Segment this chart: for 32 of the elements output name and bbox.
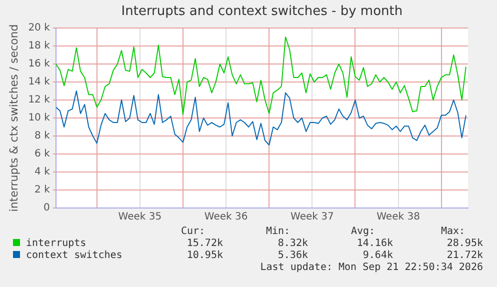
y-tick-label: 12 k xyxy=(28,94,50,106)
y-tick-label: 0 xyxy=(44,202,50,214)
text: 5.36k xyxy=(278,250,308,261)
text: Avg: xyxy=(351,226,376,237)
y-tick-label: 14 k xyxy=(28,76,50,88)
y-tick-label: 20 k xyxy=(28,22,50,34)
text: 15.72k xyxy=(186,238,223,249)
y-tick-label: 10 k xyxy=(28,112,50,124)
text: 21.72k xyxy=(446,250,483,261)
y-tick-label: 2 k xyxy=(34,184,50,196)
text: 14.16k xyxy=(356,238,393,249)
text: Last update: Mon Sep 21 22:50:34 2026 xyxy=(260,262,483,273)
x-tick-label: Week 38 xyxy=(376,212,420,223)
y-tick-label: 18 k xyxy=(28,40,50,52)
legend-label: interrupts xyxy=(25,238,86,249)
y-tick-label: 4 k xyxy=(34,166,50,178)
text: 28.95k xyxy=(446,238,483,249)
y-tick-label: 6 k xyxy=(34,148,50,160)
text: Cur: xyxy=(181,226,206,237)
x-tick-label: Week 37 xyxy=(290,212,334,223)
text: 9.64k xyxy=(362,250,393,261)
text: 8.32k xyxy=(278,238,308,249)
y-axis-title: interrupts & ctx switches / second xyxy=(7,24,20,212)
x-tick-label: Week 35 xyxy=(118,212,162,223)
text: Min: xyxy=(266,226,290,237)
text: 10.95k xyxy=(186,250,223,261)
text: Max: xyxy=(441,226,466,237)
y-tick-label: 16 k xyxy=(28,58,50,70)
legend-label: context switches xyxy=(25,250,122,261)
y-tick-label: 8 k xyxy=(34,130,50,142)
chart-title: Interrupts and context switches - by month xyxy=(121,4,403,19)
x-tick-label: Week 36 xyxy=(204,212,248,223)
